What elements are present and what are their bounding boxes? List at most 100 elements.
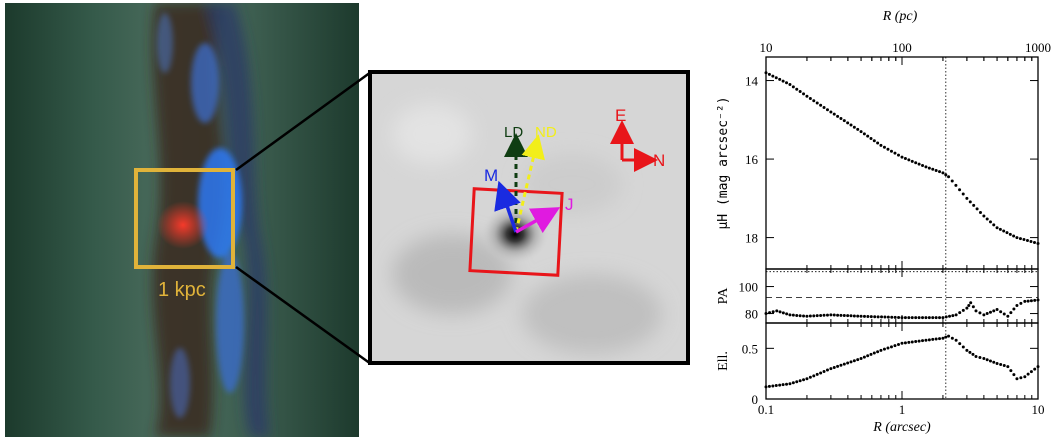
data-point [1012,307,1016,311]
data-point [1022,238,1026,242]
panel-position-angle: 80 100 [739,271,1040,322]
data-point [798,90,802,94]
data-point [862,132,866,136]
data-point [771,74,775,78]
data-point [836,114,840,118]
data-point [795,87,799,91]
data-point [931,316,935,320]
data-point [1019,376,1023,380]
data-point [822,369,826,373]
data-point [1029,299,1033,303]
data-point [872,351,876,355]
data-point [1002,364,1006,368]
data-point [819,371,823,375]
zoom-region-box [134,168,235,269]
data-point [921,164,925,168]
data-point [889,345,893,349]
data-point [934,337,938,341]
data-point [907,158,911,162]
data-point [1008,232,1012,236]
data-point [873,315,877,319]
arrow-m [494,180,521,233]
data-point [950,336,954,340]
data-point [829,313,833,317]
panel-ellipticity: 00.5 [742,334,1040,407]
data-point [1029,370,1033,374]
data-point [988,359,992,363]
ylabel-ell: Ell. [716,351,731,371]
data-point [1009,369,1013,373]
data-point [965,196,969,200]
data-point [907,340,911,344]
data-point [1009,311,1013,315]
data-point [900,341,904,345]
data-point [1036,365,1040,369]
data-point [982,313,986,317]
data-point [972,203,976,207]
bottom-axis-ticks: 0.1 1 10 [758,57,1045,417]
data-point [882,145,886,149]
data-point [917,162,921,166]
data-point [866,134,870,138]
data-point [896,342,900,346]
data-point [971,352,975,356]
y-tick-label: 14 [745,74,759,89]
data-point [791,381,795,385]
data-point [832,112,836,116]
data-point [778,310,782,314]
data-point [941,336,945,340]
dust-mottling [392,104,662,354]
x-tick-label: 1 [899,402,906,417]
data-point [781,383,785,387]
data-point [1036,241,1040,245]
data-point [859,356,863,360]
data-point [856,127,860,131]
data-point [992,309,996,313]
data-point [836,313,840,317]
data-point [941,316,945,320]
data-point [832,365,836,369]
data-point [992,360,996,364]
data-point [795,313,799,317]
ylabel-pa: PA [716,287,731,305]
data-point [1025,239,1029,243]
data-point [947,334,951,338]
data-point [883,315,887,319]
data-point [775,309,779,313]
data-point [1012,234,1016,238]
data-point [938,316,942,320]
data-point [808,314,812,318]
data-point [982,214,986,218]
data-point [1026,372,1030,376]
data-point [849,123,853,127]
data-point [771,384,775,388]
data-point [968,200,972,204]
data-point [869,352,873,356]
data-point [893,315,897,319]
data-point [869,136,873,140]
data-point [927,316,931,320]
data-point [767,72,771,76]
data-point [822,313,826,317]
data-point [950,179,954,183]
data-point [974,354,978,358]
data-point [812,314,816,318]
data-point [1026,299,1030,303]
xlabel-bottom: R (arcsec) [872,420,931,435]
compass-east-label: E [615,106,626,125]
data-point [886,315,890,319]
data-point [1019,301,1023,305]
data-point [771,310,775,314]
data-point [876,141,880,145]
data-point [961,345,965,349]
data-point [1006,365,1010,369]
data-point [974,309,978,313]
data-point [839,363,843,367]
data-point [978,355,982,359]
data-point [1015,236,1019,240]
data-point [938,337,942,341]
data-point [948,314,952,318]
top-tick-label: 1000 [1025,40,1051,55]
data-point [975,207,979,211]
y-tick-label: 0 [752,392,759,407]
